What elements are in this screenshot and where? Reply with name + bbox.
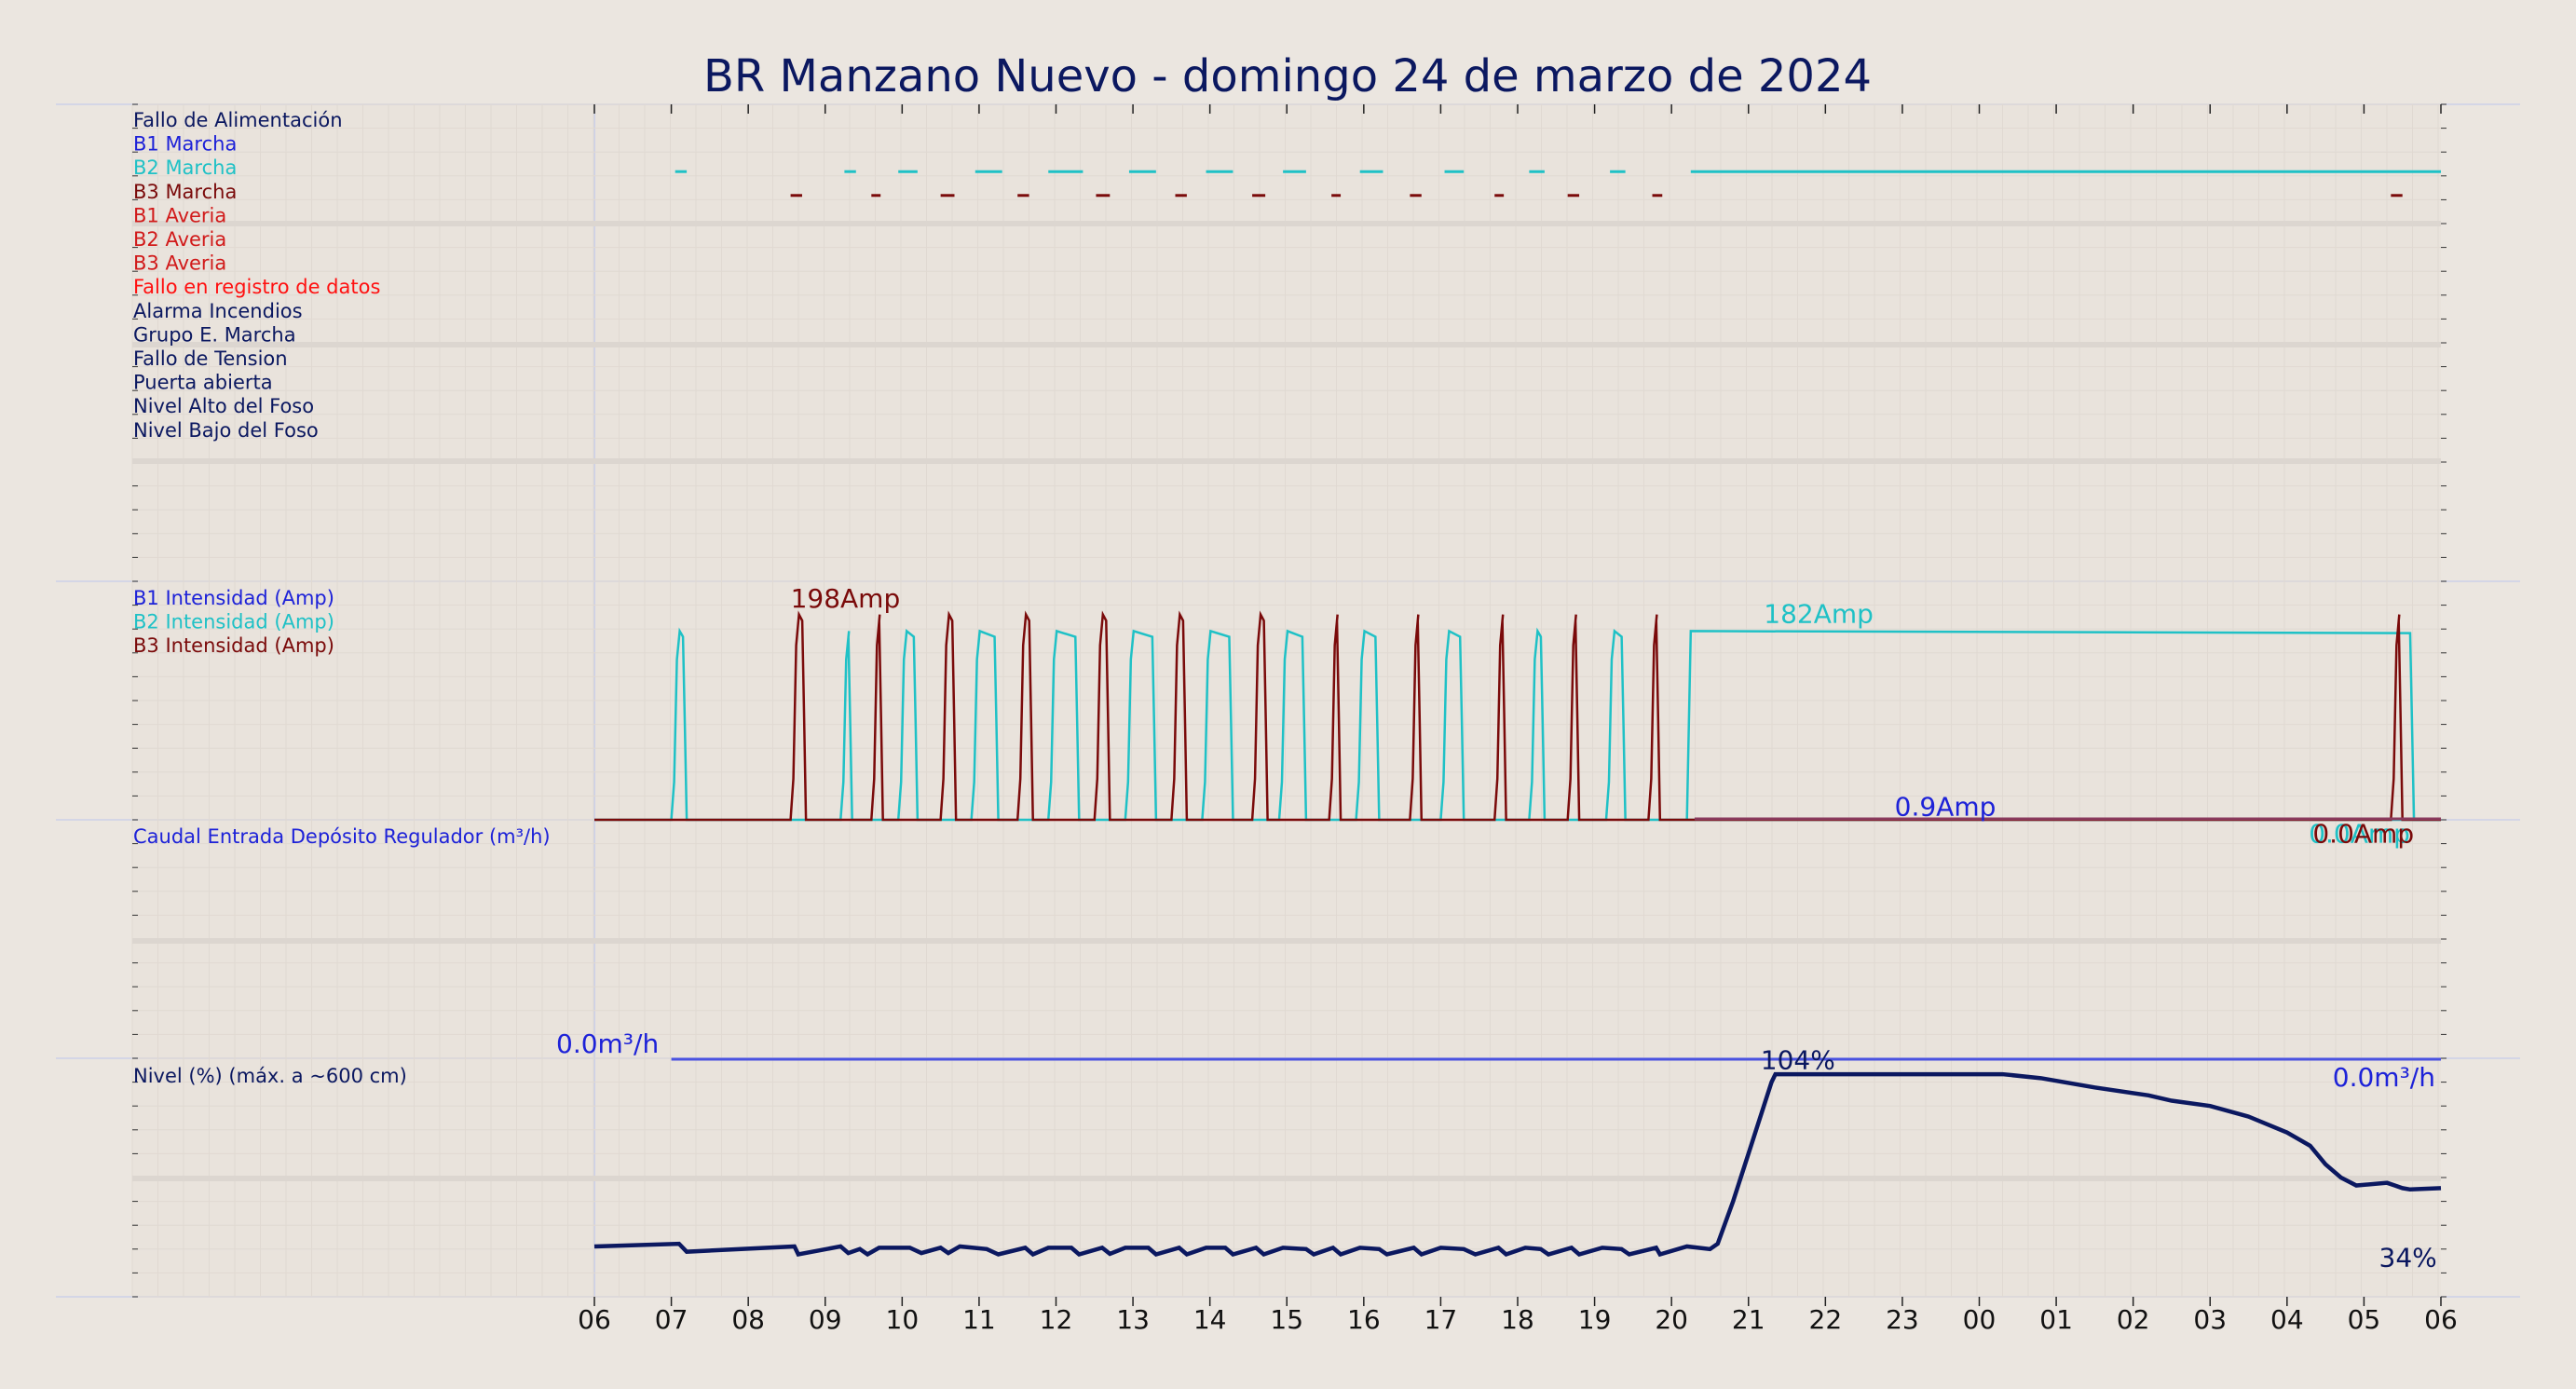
flow-label: Caudal Entrada Depósito Regulador (m³/h) [133,825,551,848]
signal-label: Grupo E. Marcha [133,323,296,346]
x-tick-label: 03 [2193,1304,2227,1335]
signal-label: B2 Marcha [133,157,237,179]
level-line [593,1071,2442,1258]
current-label: B2 Intensidad (Amp) [133,611,334,633]
signal-label: B3 Marcha [133,181,237,203]
x-tick-label: 22 [1809,1304,1843,1335]
x-tick-label: 09 [809,1304,842,1335]
x-tick-label: 01 [2039,1304,2073,1335]
level-label: Nivel (%) (máx. a ~600 cm) [133,1065,407,1087]
x-tick-label: 02 [2117,1304,2150,1335]
level-annotation: 34% [2379,1242,2437,1273]
x-tick-label: 10 [886,1304,920,1335]
current-label: B3 Intensidad (Amp) [133,634,334,657]
b3-current-line [594,610,2441,822]
x-tick-label: 18 [1501,1304,1534,1335]
x-tick-label: 15 [1270,1304,1303,1335]
signal-label: B2 Averia [133,228,226,251]
signal-label: Nivel Bajo del Foso [133,419,319,442]
current-label: B1 Intensidad (Amp) [133,587,334,609]
x-tick-label: 11 [962,1304,996,1335]
x-tick-label: 06 [2424,1304,2458,1335]
level-annotation: 104% [1761,1044,1835,1075]
level-panel: Nivel (%) (máx. a ~600 cm) 104% 34% [133,1044,2442,1273]
signal-label: Fallo de Tension [133,347,288,370]
grid [131,103,2447,1298]
x-tick-label: 17 [1424,1304,1458,1335]
signal-label: Puerta abierta [133,372,273,394]
x-tick-label: 19 [1578,1304,1612,1335]
current-annotation: 0.9Amp [1895,792,1997,823]
x-tick-label: 08 [731,1304,765,1335]
signal-label: Nivel Alto del Foso [133,395,314,417]
chart-title: BR Manzano Nuevo - domingo 24 de marzo d… [703,50,1872,102]
signal-label: B3 Averia [133,252,226,275]
x-tick-label: 07 [655,1304,688,1335]
current-annotation: 0.0Amp [2309,818,2410,849]
signal-label: Alarma Incendios [133,300,303,322]
current-annotation: 0.0Amp [2312,818,2414,849]
x-tick-label: 05 [2348,1304,2381,1335]
x-tick-label: 04 [2270,1304,2304,1335]
signal-label: B1 Averia [133,204,226,226]
current-annotation: 198Amp [791,583,901,614]
flow-panel: Caudal Entrada Depósito Regulador (m³/h)… [133,825,2441,1093]
current-annotation: 182Amp [1764,599,1874,630]
signal-label: Fallo en registro de datos [133,276,380,298]
current-panel: B1 Intensidad (Amp)B2 Intensidad (Amp)B3… [133,583,2441,849]
flow-annotation: 0.0m³/h [2333,1062,2435,1093]
x-axis: 06 07 08 09 10 11 12 13 14 15 16 17 18 19 20 21 22 23 00 01… [578,104,2458,1335]
x-tick-label: 00 [1963,1304,1997,1335]
signal-label: B1 Marcha [133,133,237,156]
x-tick-label: 20 [1655,1304,1688,1335]
flow-annotation: 0.0m³/h [556,1028,659,1059]
x-tick-label: 21 [1732,1304,1765,1335]
x-tick-label: 06 [578,1304,611,1335]
signal-label: Fallo de Alimentación [133,109,343,131]
x-tick-label: 16 [1347,1304,1381,1335]
x-tick-label: 13 [1116,1304,1150,1335]
x-tick-label: 12 [1040,1304,1073,1335]
x-tick-label: 14 [1193,1304,1227,1335]
x-tick-label: 23 [1886,1304,1919,1335]
